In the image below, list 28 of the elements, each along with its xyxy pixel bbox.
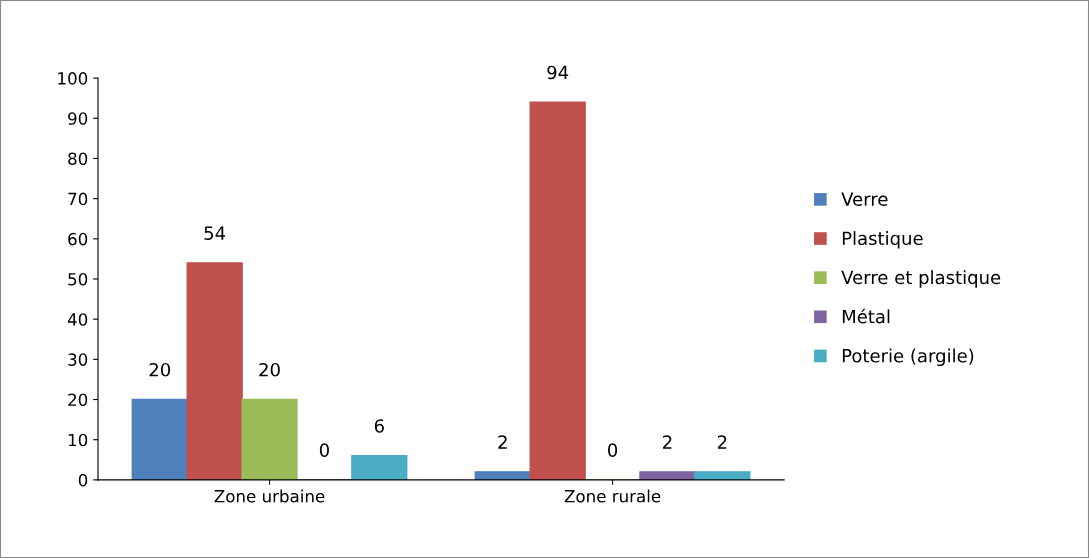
data-label: 2 <box>663 435 672 449</box>
y-tick-label: 80 <box>68 152 88 166</box>
x-tick-label: Zone urbaine <box>214 489 325 503</box>
y-tick-label: 30 <box>68 353 88 366</box>
y-tick-label: 60 <box>68 232 88 246</box>
data-label: 54 <box>204 226 226 240</box>
legend-label: Verre <box>841 192 888 206</box>
legend-label: Plastique <box>842 231 923 249</box>
legend-label: Poterie (argile) <box>842 348 974 367</box>
y-tick-label: 50 <box>68 272 88 286</box>
data-label: 2 <box>717 435 727 449</box>
y-tick-label: 0 <box>78 473 88 487</box>
data-label: 6 <box>374 419 384 433</box>
data-label: 0 <box>608 443 618 457</box>
data-label: 94 <box>547 65 569 80</box>
y-tick-label: 20 <box>68 393 88 407</box>
data-label: 20 <box>149 362 171 377</box>
y-tick-label: 70 <box>68 192 88 206</box>
y-tick-label: 10 <box>68 433 88 447</box>
x-tick-label: Zone rurale <box>564 489 661 503</box>
data-label: 2 <box>498 435 507 449</box>
y-tick-label: 90 <box>68 112 88 125</box>
y-tick-label: 100 <box>58 72 88 85</box>
legend-label: Verre et plastique <box>841 270 1001 288</box>
data-label: 20 <box>259 362 280 377</box>
legend-label: Métal <box>842 308 890 324</box>
y-tick-label: 40 <box>67 313 88 326</box>
data-label: 0 <box>319 443 329 457</box>
